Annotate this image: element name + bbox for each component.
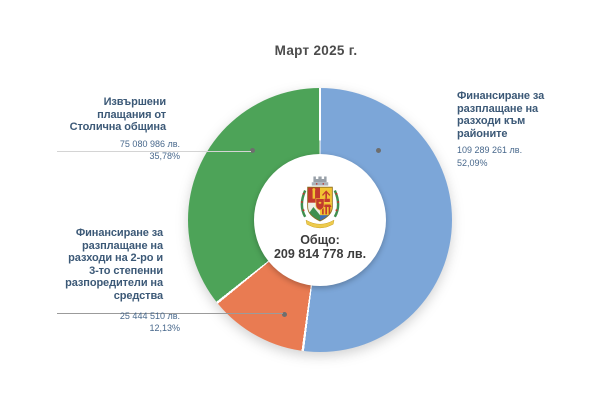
slice-percent-blue: 52,09%: [457, 157, 488, 168]
slice-value-orange: 25 444 510 лв.: [119, 310, 180, 321]
slice-marker-dot-orange: [282, 312, 287, 317]
slice-label-blue: Финансиране за разплащане на разходи към…: [457, 90, 587, 169]
slice-label-orange-line: Финансиране за: [75, 227, 163, 239]
slice-marker-dot-green: [250, 148, 255, 153]
slice-label-orange: Финансиране за разплащане на разходи на …: [30, 227, 180, 335]
center-total-value: 209 814 778 лв.: [273, 247, 367, 261]
slice-label-orange-line: средства: [113, 289, 163, 302]
slice-label-green-line: плащания от: [97, 108, 166, 121]
slice-label-green-line: Столична община: [69, 121, 167, 134]
slice-label-blue-line: разходи към: [457, 115, 526, 128]
slice-label-orange-line: разпоредители на: [65, 277, 163, 290]
slice-label-blue-line: районите: [457, 127, 508, 140]
slice-marker-dot-blue: [376, 148, 381, 153]
donut-center: Общо: 209 814 778 лв.: [254, 154, 386, 286]
leader-line-top-left: [57, 151, 251, 152]
slice-value-blue: 109 289 261 лв.: [457, 145, 523, 156]
slice-label-orange-line: разплащане на: [81, 239, 163, 252]
slice-value-green: 75 080 986 лв.: [119, 138, 180, 149]
slice-percent-orange: 12,13%: [149, 323, 180, 334]
chart-title: Март 2025 г.: [274, 43, 358, 58]
leader-line-bottom-left: [57, 313, 283, 314]
slice-label-orange-line: 3-то степенни: [89, 264, 163, 277]
slice-label-blue-line: Финансиране за: [457, 90, 545, 102]
slice-label-green: Извършени плащания от Столична община 75…: [30, 96, 180, 163]
slice-label-blue-line: разплащане на: [457, 102, 539, 115]
slice-label-green-line: Извършени: [103, 96, 167, 108]
center-total-caption: Общо:: [300, 233, 340, 247]
slice-label-orange-line: разходи на 2-ро и: [68, 252, 163, 265]
sofia-coat-of-arms-icon: [300, 176, 340, 229]
slice-percent-green: 35,78%: [149, 151, 180, 162]
